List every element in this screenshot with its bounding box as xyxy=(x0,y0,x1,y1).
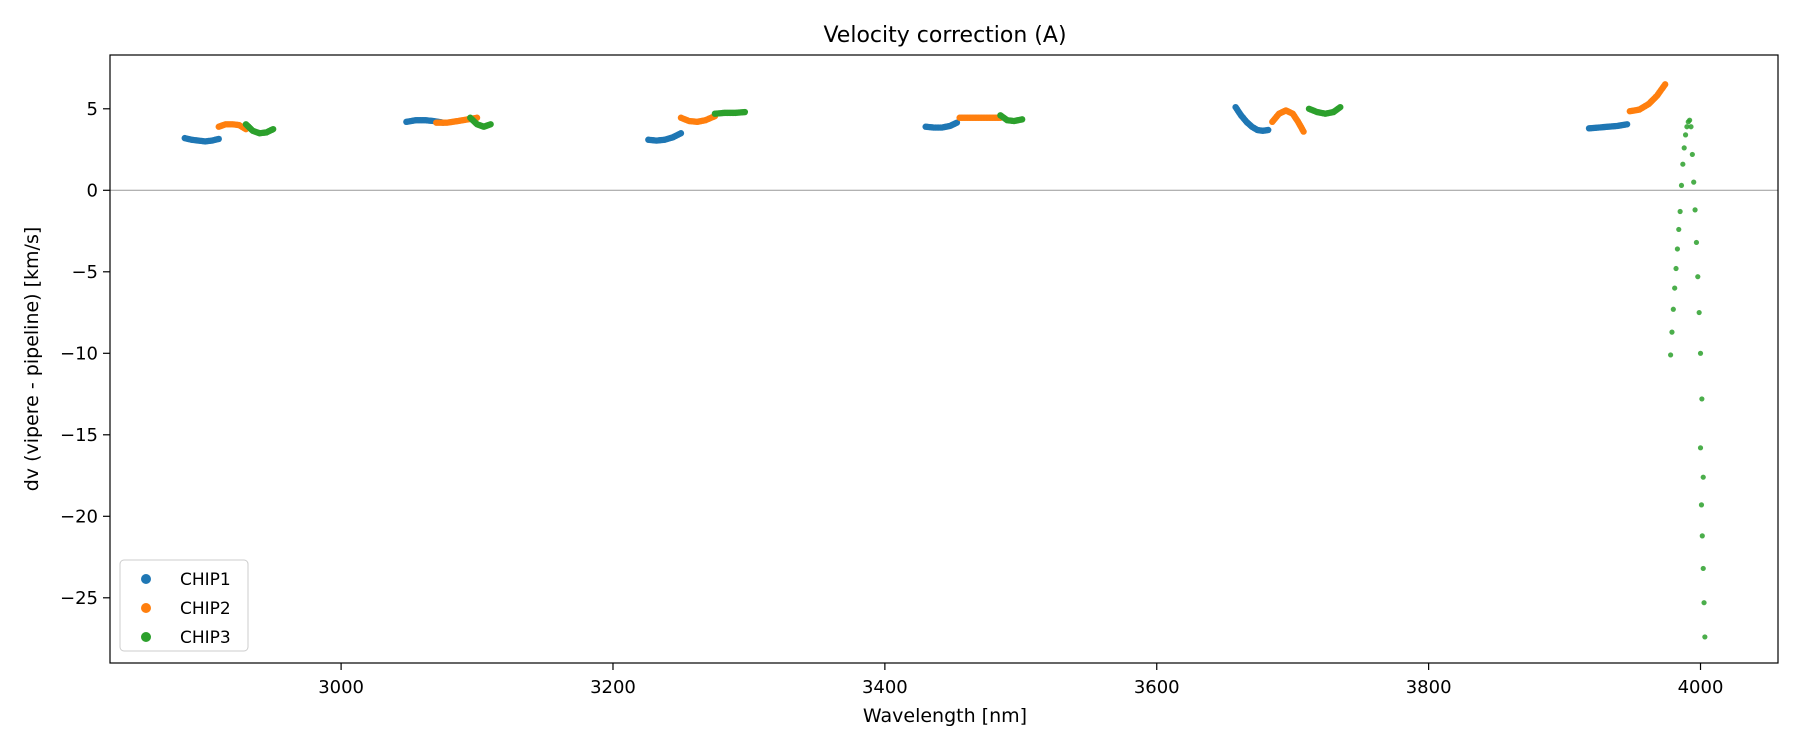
y-tick-label: −15 xyxy=(60,425,98,446)
legend-label-chip2: CHIP2 xyxy=(180,599,231,619)
y-axis-label: dv (vipere - pipeline) [km/s] xyxy=(21,227,43,492)
data-point xyxy=(1661,81,1669,88)
data-point xyxy=(1699,396,1705,402)
data-point xyxy=(1670,306,1676,312)
data-point xyxy=(215,135,222,143)
data-point xyxy=(1684,124,1690,130)
series-chip3 xyxy=(242,103,1708,640)
data-point xyxy=(1696,309,1702,316)
legend-marker-chip3 xyxy=(141,632,151,642)
data-point xyxy=(1681,145,1687,151)
x-tick-label: 3200 xyxy=(590,677,636,698)
legend-marker-chip2 xyxy=(141,603,151,613)
data-point xyxy=(1337,103,1344,111)
data-point xyxy=(487,121,494,128)
data-point xyxy=(1693,239,1700,246)
series-chip1 xyxy=(181,103,1631,145)
data-point xyxy=(1672,285,1678,291)
x-tick-label: 3600 xyxy=(1134,677,1180,698)
data-point xyxy=(1018,116,1026,123)
data-point xyxy=(1699,533,1705,539)
data-point xyxy=(1697,350,1704,356)
data-point xyxy=(1695,274,1701,280)
x-tick-label: 3800 xyxy=(1406,677,1452,698)
chart-title: Velocity correction (A) xyxy=(823,23,1066,48)
data-point xyxy=(1700,474,1706,480)
legend-label-chip1: CHIP1 xyxy=(180,570,231,590)
legend: CHIP1 CHIP2 CHIP3 xyxy=(119,559,249,652)
y-tick-label: −25 xyxy=(60,588,98,609)
data-point xyxy=(1692,207,1698,213)
data-point xyxy=(1265,126,1272,134)
y-tick-label: −5 xyxy=(71,262,98,283)
data-point xyxy=(1678,182,1685,189)
data-point xyxy=(1677,208,1683,215)
data-point xyxy=(1698,502,1705,508)
x-tick-label: 3400 xyxy=(862,677,908,698)
data-point xyxy=(1687,117,1693,123)
y-tick-label: 0 xyxy=(87,180,98,201)
data-point xyxy=(1669,329,1675,335)
y-tick-label: −10 xyxy=(60,343,98,364)
data-point xyxy=(1300,128,1307,135)
data-point xyxy=(677,130,685,137)
data-point xyxy=(1689,151,1695,158)
legend-marker-chip1 xyxy=(141,574,151,584)
data-point xyxy=(1676,226,1682,233)
x-tick-label: 3000 xyxy=(318,677,364,698)
x-axis-ticks: 3000 3200 3400 3600 3800 4000 xyxy=(318,663,1723,698)
y-axis-ticks: 5 0 −5 −10 −15 −20 −25 xyxy=(60,99,110,609)
legend-box xyxy=(119,559,249,652)
data-points xyxy=(181,81,1708,640)
data-point xyxy=(1701,600,1707,606)
data-point xyxy=(269,125,277,133)
data-point xyxy=(1674,246,1681,252)
data-point xyxy=(1691,179,1697,185)
data-point xyxy=(1680,161,1686,167)
data-point xyxy=(1673,265,1679,272)
x-tick-label: 4000 xyxy=(1678,677,1724,698)
data-point xyxy=(1702,634,1708,640)
data-point xyxy=(741,108,749,116)
plot-frame xyxy=(109,54,1779,664)
data-point xyxy=(1682,132,1689,138)
data-point xyxy=(1668,352,1674,358)
data-point xyxy=(1623,121,1631,128)
data-point xyxy=(1700,565,1706,572)
data-point xyxy=(1697,445,1704,451)
y-tick-label: 5 xyxy=(87,99,98,120)
data-point xyxy=(1688,124,1694,130)
data-point xyxy=(953,119,961,126)
x-axis-label: Wavelength [nm] xyxy=(863,705,1027,727)
legend-label-chip3: CHIP3 xyxy=(180,628,231,648)
y-tick-label: −20 xyxy=(60,506,98,527)
